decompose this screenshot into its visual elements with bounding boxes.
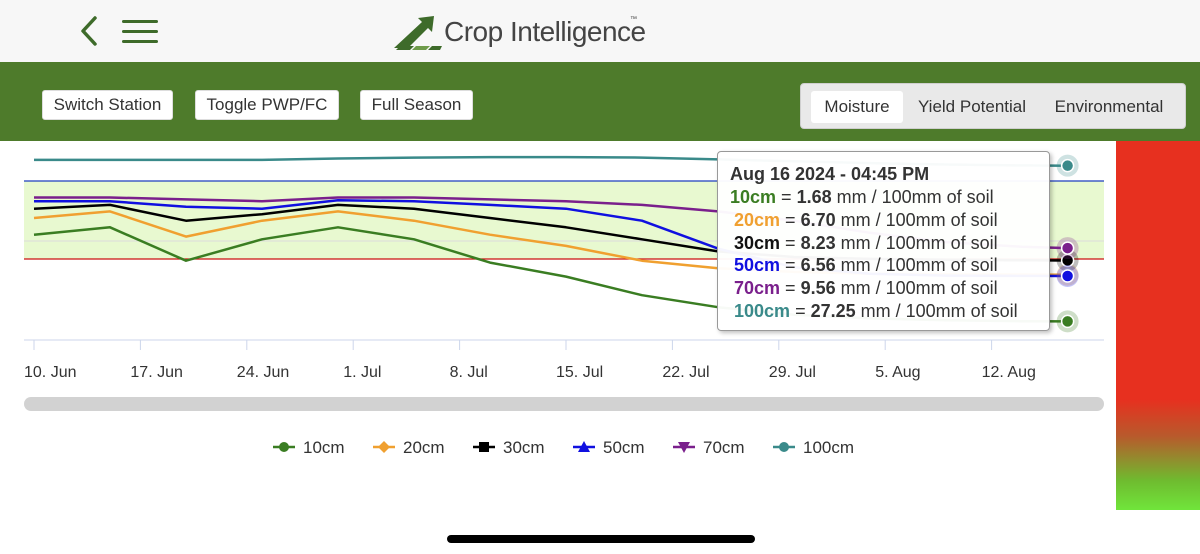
tooltip-value: 6.70 — [800, 209, 836, 230]
tooltip-row: 20cm = 6.70 mm / 100mm of soil — [734, 209, 998, 230]
tooltip-unit: mm / 100mm of soil — [840, 278, 998, 299]
top-header: Crop Intelligence ™ — [0, 0, 1200, 62]
hover-point-50cm[interactable] — [1060, 269, 1075, 283]
full-season-button[interactable]: Full Season — [360, 90, 473, 120]
tooltip-depth: 70cm — [734, 278, 781, 299]
tooltip-title: Aug 16 2024 - 04:45 PM — [730, 164, 930, 184]
tooltip-unit: mm / 100mm of soil — [840, 209, 998, 230]
legend-label: 50cm — [603, 438, 645, 457]
tooltip-unit: mm / 100mm of soil — [860, 300, 1018, 321]
chart-scrollbar[interactable] — [24, 397, 1104, 411]
tooltip-depth: 50cm — [734, 255, 781, 276]
tooltip-value: 8.23 — [800, 232, 836, 253]
hover-point-10cm[interactable] — [1060, 314, 1075, 329]
legend-item-50cm[interactable]: 50cm — [573, 438, 645, 457]
tooltip-row: 100cm = 27.25 mm / 100mm of soil — [734, 300, 1018, 321]
x-tick-label: 22. Jul — [662, 364, 709, 381]
x-tick-label: 10. Jun — [24, 364, 76, 381]
legend-label: 10cm — [303, 438, 345, 457]
hover-point-70cm[interactable] — [1060, 241, 1075, 255]
tooltip-unit: mm / 100mm of soil — [840, 255, 998, 276]
logo: Crop Intelligence ™ — [394, 10, 646, 52]
legend-item-10cm[interactable]: 10cm — [273, 438, 345, 457]
legend-item-30cm[interactable]: 30cm — [473, 438, 545, 457]
legend-label: 70cm — [703, 438, 745, 457]
tooltip-value: 9.56 — [800, 278, 836, 299]
chart-legend: 10cm 20cm 30cm 50cm 70cm 100cm — [273, 438, 854, 457]
tooltip-depth: 30cm — [734, 232, 781, 253]
legend-item-70cm[interactable]: 70cm — [673, 438, 745, 457]
tab-environmental[interactable]: Environmental — [1054, 97, 1164, 116]
view-tabs: Moisture Yield Potential Environmental — [800, 83, 1186, 129]
logo-text: Crop Intelligence — [444, 16, 646, 47]
tooltip-depth: 100cm — [734, 300, 791, 321]
hover-point-100cm[interactable] — [1060, 158, 1075, 173]
tooltip-row: 50cm = 6.56 mm / 100mm of soil — [734, 255, 998, 276]
tooltip-row: 10cm = 1.68 mm / 100mm of soil — [730, 187, 994, 207]
hamburger-menu-icon — [122, 20, 158, 23]
x-tick-label: 12. Aug — [982, 364, 1036, 381]
menu-button[interactable] — [122, 20, 158, 44]
legend-label: 20cm — [403, 438, 445, 457]
x-tick-label: 24. Jun — [237, 364, 289, 381]
x-tick-label: 17. Jun — [130, 364, 182, 381]
logo-mark-icon — [394, 16, 442, 50]
tooltip-depth: 10cm — [730, 187, 777, 207]
logo-trademark: ™ — [630, 16, 637, 23]
chevron-left-icon — [81, 16, 97, 46]
tooltip-depth: 20cm — [734, 209, 781, 230]
tooltip-value: 6.56 — [800, 255, 836, 276]
x-tick-label: 1. Jul — [343, 364, 381, 381]
tooltip-unit: mm / 100mm of soil — [836, 187, 994, 207]
legend-label: 100cm — [803, 438, 854, 457]
x-tick-label: 15. Jul — [556, 364, 603, 381]
chart-toolbar: Switch Station Toggle PWP/FC Full Season… — [0, 62, 1200, 141]
tooltip-row: 70cm = 9.56 mm / 100mm of soil — [734, 278, 998, 299]
home-indicator[interactable] — [447, 535, 755, 543]
tooltip-row: 30cm = 8.23 mm / 100mm of soil — [734, 232, 998, 253]
back-button[interactable] — [76, 14, 102, 48]
moisture-status-gradient — [1116, 141, 1200, 510]
tab-yield-potential[interactable]: Yield Potential — [917, 97, 1027, 116]
legend-item-100cm[interactable]: 100cm — [773, 438, 854, 457]
tooltip-unit: mm / 100mm of soil — [840, 232, 998, 253]
switch-station-button[interactable]: Switch Station — [42, 90, 173, 120]
chart-tooltip: Aug 16 2024 - 04:45 PM 10cm = 1.68 mm / … — [717, 151, 1050, 331]
legend-label: 30cm — [503, 438, 545, 457]
x-tick-label: 29. Jul — [769, 364, 816, 381]
legend-item-20cm[interactable]: 20cm — [373, 438, 445, 457]
x-tick-label: 8. Jul — [450, 364, 488, 381]
x-tick-label: 5. Aug — [875, 364, 920, 381]
tooltip-value: 27.25 — [810, 300, 856, 321]
tab-moisture[interactable]: Moisture — [811, 91, 903, 123]
tooltip-value: 1.68 — [796, 187, 832, 207]
toggle-pwp-fc-button[interactable]: Toggle PWP/FC — [195, 90, 339, 120]
